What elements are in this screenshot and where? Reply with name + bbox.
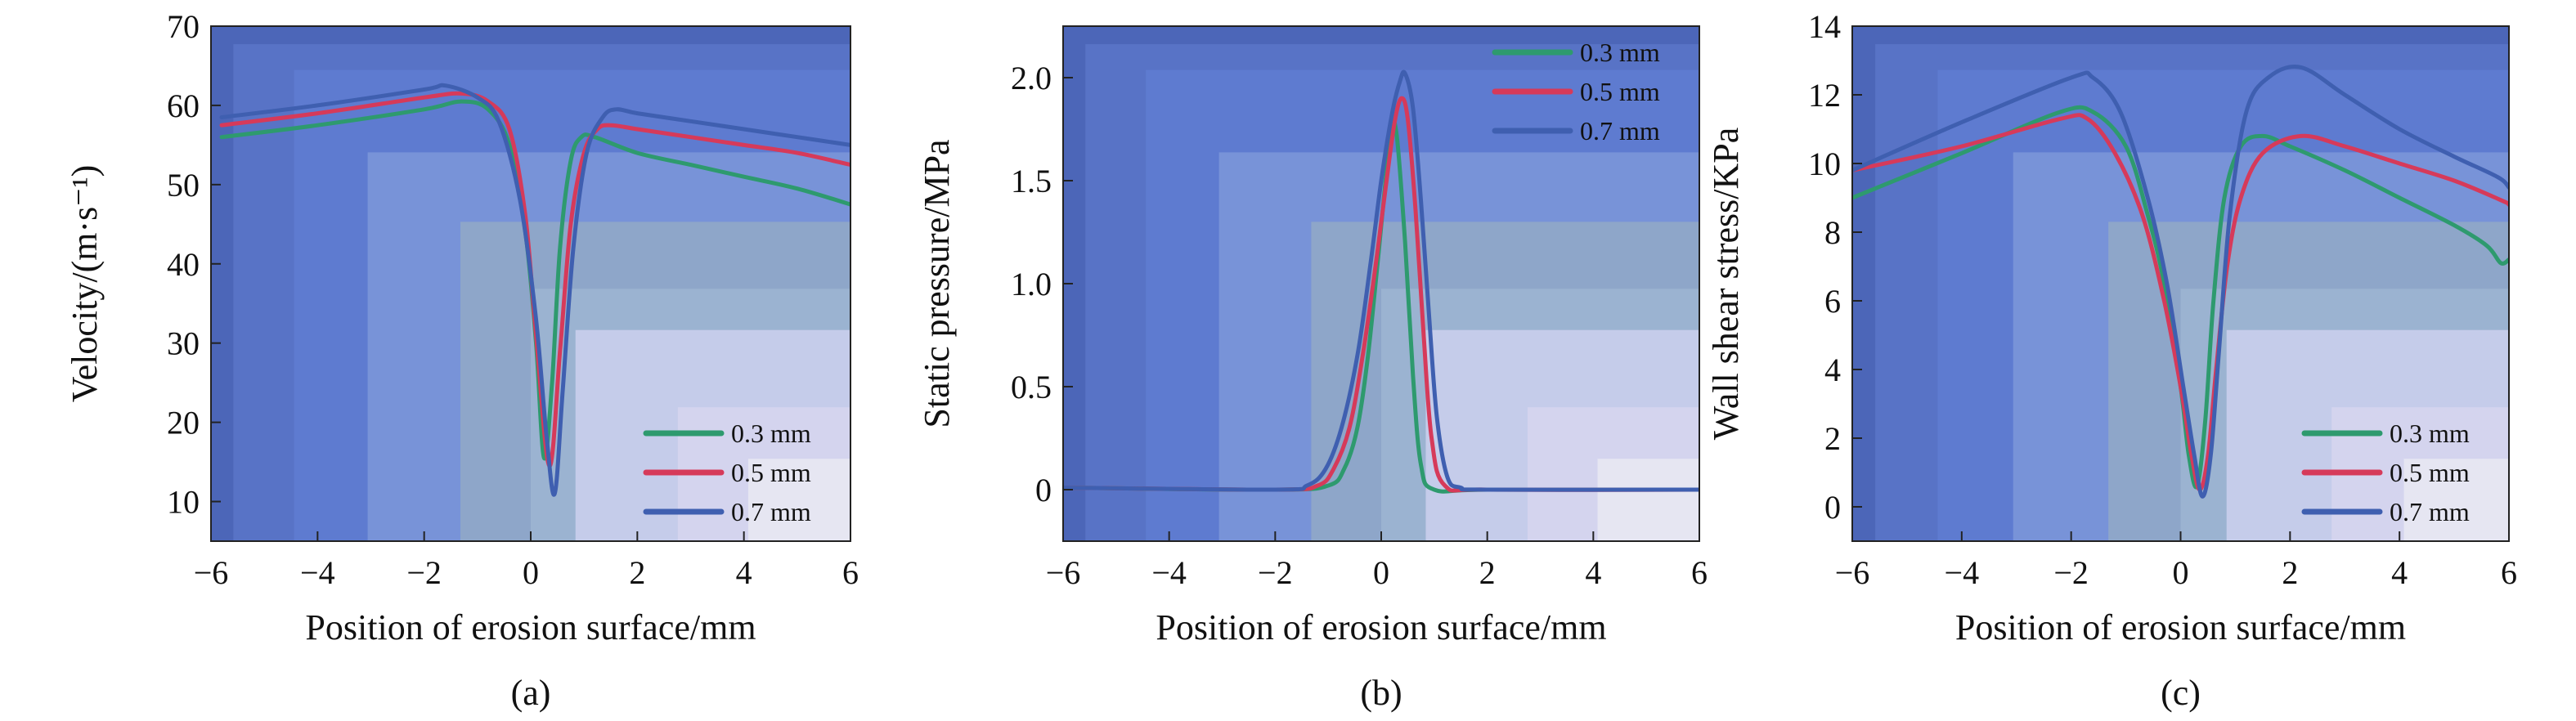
series-lines [1063, 69, 1699, 494]
x-tick-label: −6 [1046, 554, 1081, 591]
x-tick-label: 4 [736, 554, 752, 591]
series-line-3 [1852, 65, 2509, 499]
y-tick-label: 0 [1824, 489, 1841, 526]
x-tick-label: 0 [2173, 554, 2189, 591]
y-tick-label: 0.5 [1011, 369, 1052, 405]
x-tick-label: −6 [194, 554, 229, 591]
y-tick-label: 8 [1824, 214, 1841, 251]
y-tick-label: 1.0 [1011, 266, 1052, 302]
panel-caption: (c) [2161, 673, 2201, 713]
x-tick-label: 6 [1691, 554, 1708, 591]
x-tick-label: −2 [1258, 554, 1293, 591]
series-line-2 [1063, 96, 1699, 493]
x-tick-label: 2 [1479, 554, 1496, 591]
x-tick-label: −6 [1835, 554, 1870, 591]
legend-label: 0.7 mm [2390, 497, 2470, 526]
background-band [747, 459, 850, 541]
x-tick-label: 6 [2501, 554, 2517, 591]
x-tick-label: −4 [300, 554, 335, 591]
legend-label: 0.5 mm [731, 458, 811, 487]
series-line-2 [219, 91, 850, 468]
x-axis-label: Position of erosion surface/mm [1955, 607, 2406, 647]
legend-label: 0.7 mm [731, 497, 811, 526]
series-line-2 [1852, 113, 2509, 492]
y-axis-label: Static pressure/MPa [917, 139, 957, 428]
y-tick-label: 4 [1824, 352, 1841, 388]
x-axis-label: Position of erosion surface/mm [305, 607, 756, 647]
legend-label: 0.7 mm [1580, 116, 1660, 146]
series-line-3 [1063, 69, 1699, 492]
series-line-1 [1852, 105, 2509, 490]
y-axis-label: Wall shear stress/KPa [1706, 128, 1746, 441]
background-band [2403, 459, 2509, 541]
legend-label: 0.5 mm [2390, 458, 2470, 487]
legend-label: 0.3 mm [2390, 419, 2470, 448]
chart-panel-2: −6 −4 −2 0 2 4 6 0 0.5 1.0 1.5 2.0 Position of erosi… [917, 25, 1708, 713]
y-tick-label: 10 [167, 484, 200, 521]
x-tick-label: 4 [1585, 554, 1601, 591]
chart-panel-3: −6 −4 −2 0 2 4 6 0 2 4 6 8 10 12 14 Position of erosion… [1706, 8, 2517, 713]
background-band [1597, 459, 1699, 541]
y-tick-label: 20 [167, 405, 200, 441]
x-axis-label: Position of erosion surface/mm [1156, 607, 1606, 647]
y-tick-label: 60 [167, 87, 200, 124]
y-tick-label: 40 [167, 246, 200, 283]
x-tick-label: 2 [629, 554, 645, 591]
x-tick-label: 0 [523, 554, 539, 591]
y-tick-label: 0 [1035, 472, 1052, 508]
legend: 0.3 mm 0.5 mm 0.7 mm [2301, 419, 2470, 526]
x-tick-label: −4 [1151, 554, 1187, 591]
legend-label: 0.5 mm [1580, 77, 1660, 106]
x-tick-label: 6 [842, 554, 859, 591]
x-tick-label: −4 [1945, 554, 1980, 591]
panel-caption: (a) [511, 673, 551, 713]
y-tick-label: 1.5 [1011, 163, 1052, 199]
x-tick-label: −2 [2053, 554, 2089, 591]
x-tick-label: 4 [2391, 554, 2408, 591]
x-tick-label: −2 [406, 554, 442, 591]
y-tick-label: 50 [167, 167, 200, 204]
x-tick-label: 0 [1373, 554, 1389, 591]
legend: 0.3 mm 0.5 mm 0.7 mm [1492, 38, 1660, 146]
chart-panel-1: −6 −4 −2 0 2 4 6 10 20 30 40 50 60 70 Position of eros… [65, 8, 859, 713]
y-tick-label: 12 [1808, 77, 1841, 114]
y-tick-label: 30 [167, 325, 200, 362]
series-lines [1852, 65, 2509, 499]
y-axis-label: Velocity/(m·s⁻¹) [65, 165, 105, 403]
series-line-1 [219, 99, 850, 461]
x-tick-label: 2 [2282, 554, 2298, 591]
series-line-3 [219, 83, 850, 497]
legend-label: 0.3 mm [731, 419, 811, 448]
panel-caption: (b) [1360, 673, 1402, 713]
y-tick-label: 2.0 [1011, 60, 1052, 96]
legend-label: 0.3 mm [1580, 38, 1660, 67]
y-tick-label: 10 [1808, 146, 1841, 182]
y-tick-label: 2 [1824, 420, 1841, 457]
y-tick-label: 14 [1808, 8, 1841, 45]
series-lines [219, 83, 850, 497]
y-tick-label: 6 [1824, 283, 1841, 320]
legend: 0.3 mm 0.5 mm 0.7 mm [643, 419, 811, 526]
y-tick-label: 70 [167, 8, 200, 45]
plot-background [1063, 26, 1699, 542]
